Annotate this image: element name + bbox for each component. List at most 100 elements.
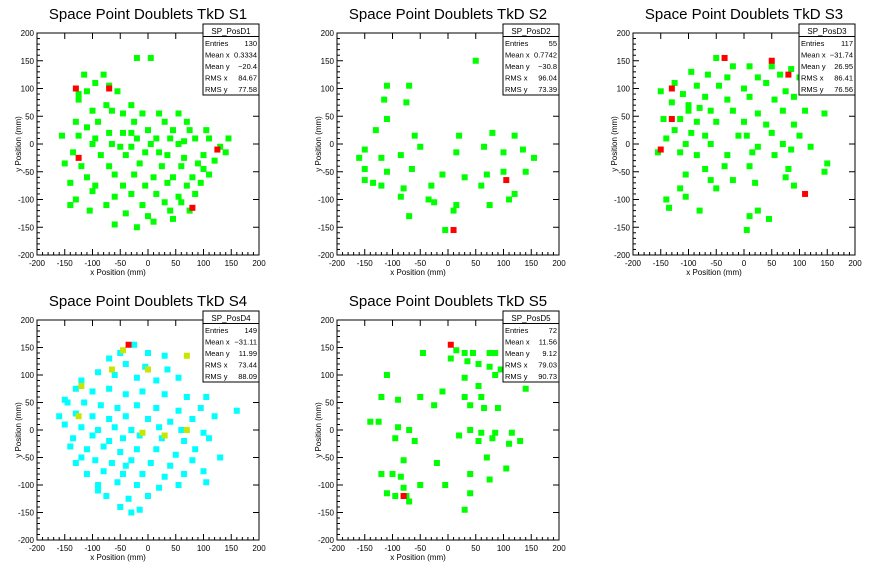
data-point-cyan: [72, 460, 79, 466]
data-point-cyan: [128, 509, 135, 516]
data-point-green: [746, 93, 753, 100]
data-point-cyan: [175, 374, 182, 381]
data-point-green: [522, 168, 529, 175]
stats-value: 96.04: [538, 74, 557, 83]
x-tick-label: -50: [414, 259, 426, 268]
chart-title: Space Point Doublets TkD S1: [49, 6, 247, 23]
x-tick-label: 200: [552, 544, 566, 553]
x-axis-label: x Position (mm): [686, 268, 742, 277]
data-point-green: [206, 171, 213, 178]
data-point-cyan: [181, 471, 188, 477]
data-point-green: [788, 66, 795, 73]
x-tick-label: 200: [552, 259, 566, 268]
x-tick-label: -100: [680, 259, 697, 268]
data-point-green: [58, 132, 65, 139]
data-point-green: [788, 146, 795, 153]
y-axis-label: y Position (mm): [14, 116, 23, 172]
data-point-cyan: [133, 374, 140, 381]
data-point-green: [128, 129, 135, 136]
data-point-cyan: [128, 427, 135, 433]
data-point-cyan: [61, 421, 68, 428]
x-tick-label: -150: [357, 544, 374, 553]
data-point-green: [89, 107, 96, 114]
data-point-green: [765, 215, 772, 222]
x-tick-label: 150: [821, 259, 835, 268]
stats-value: 9.12: [542, 349, 557, 358]
data-point-green: [200, 152, 207, 159]
y-tick-label: -100: [18, 196, 35, 205]
data-point-green: [397, 473, 404, 480]
data-point-green: [383, 372, 390, 378]
stats-value: 73.39: [538, 85, 557, 94]
stats-value: 73.44: [238, 361, 257, 370]
data-point-green: [139, 110, 146, 117]
y-tick-label: 100: [21, 371, 35, 380]
data-point-green: [383, 116, 390, 123]
data-point-cyan: [95, 487, 102, 494]
data-point-green: [486, 350, 493, 356]
data-point-red: [125, 341, 132, 348]
y-tick-label: -200: [18, 251, 35, 260]
stats-name: SP_PosD4: [211, 314, 251, 323]
x-tick-label: 50: [471, 544, 480, 553]
data-point-green: [122, 210, 129, 217]
data-point-green: [128, 190, 135, 197]
data-point-cyan: [161, 391, 168, 398]
stats-label: RMS x: [505, 361, 528, 370]
data-point-green: [92, 135, 99, 142]
data-point-green: [194, 160, 201, 167]
data-point-green: [494, 405, 501, 411]
data-point-green: [682, 171, 689, 178]
stats-label: RMS y: [801, 85, 824, 94]
data-point-green: [821, 168, 828, 175]
data-point-green: [392, 493, 399, 499]
data-point-green: [657, 88, 664, 95]
x-tick-label: -200: [29, 544, 46, 553]
chart-title: Space Point Doublets TkD S5: [349, 293, 547, 310]
y-tick-label: 200: [21, 316, 35, 325]
data-point-cyan: [89, 432, 96, 439]
data-point-green: [475, 438, 482, 444]
x-tick-label: 50: [767, 259, 776, 268]
data-point-cyan: [136, 506, 143, 513]
stats-label: Mean y: [505, 349, 530, 358]
panel-s2: Space Point Doublets TkD S2 -200 -150 -100 -…: [314, 6, 566, 277]
data-point-cyan: [125, 495, 132, 502]
data-point-cyan: [97, 402, 104, 409]
data-point-cyan: [167, 418, 174, 425]
data-point-cyan: [145, 493, 151, 499]
x-tick-label: -100: [84, 259, 101, 268]
data-point-green: [375, 418, 382, 425]
data-point-green: [517, 438, 524, 444]
data-point-green: [743, 132, 750, 139]
x-tick-label: -150: [57, 544, 74, 553]
data-point-cyan: [56, 413, 63, 420]
x-tick-label: 50: [471, 259, 480, 268]
data-point-green: [685, 102, 692, 109]
stats-label: Mean y: [801, 62, 826, 71]
data-point-green: [716, 82, 723, 89]
stats-label: RMS y: [505, 372, 528, 381]
data-point-green: [158, 163, 165, 170]
stats-value: 79.03: [538, 361, 557, 370]
y-tick-label: 200: [21, 29, 35, 38]
stats-label: Entries: [505, 326, 529, 335]
y-tick-label: -100: [318, 196, 335, 205]
data-point-cyan: [167, 462, 174, 469]
data-point-green: [464, 358, 471, 365]
stats-box: [502, 310, 560, 383]
x-tick-label: -150: [57, 259, 74, 268]
data-point-green: [133, 54, 140, 61]
data-point-green: [707, 177, 714, 184]
data-point-cyan: [161, 473, 168, 480]
data-point-green: [156, 149, 163, 156]
stats-box: [502, 23, 560, 96]
stats-label: Mean x: [205, 51, 230, 60]
data-point-red: [503, 177, 510, 184]
data-point-green: [361, 165, 368, 172]
data-point-cyan: [192, 446, 199, 453]
data-point-green: [492, 429, 499, 436]
data-point-green: [682, 141, 689, 147]
data-point-green: [211, 157, 218, 164]
data-point-green: [777, 71, 784, 78]
